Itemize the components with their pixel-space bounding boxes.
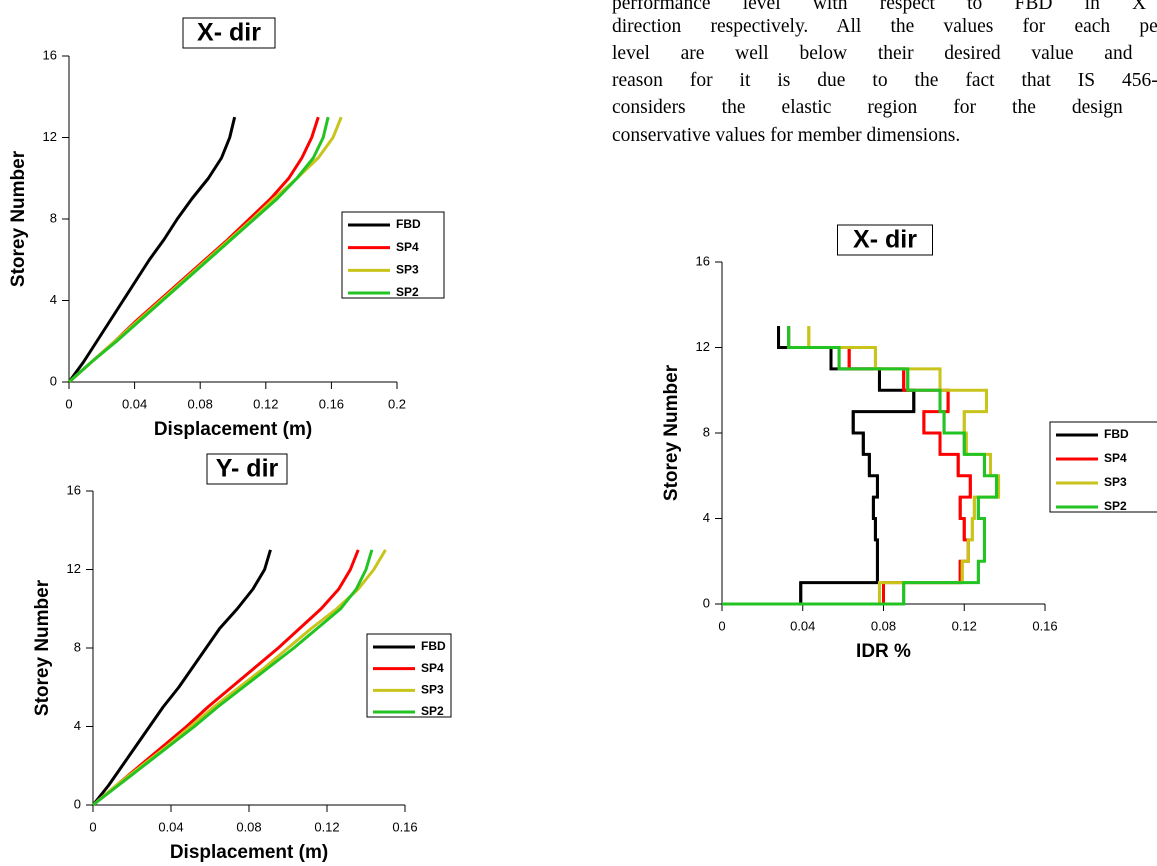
series-line [92, 549, 360, 807]
y-tick-label: 16 [43, 47, 57, 62]
chart-title: Y- dir [216, 455, 279, 483]
x-tick-label: 0.04 [122, 396, 147, 411]
y-tick-label: 16 [696, 253, 710, 268]
x-tick-label: 0 [718, 618, 725, 633]
chart-title: X- dir [197, 19, 261, 47]
series-line [92, 549, 374, 807]
x-axis-label: IDR % [856, 641, 911, 662]
title-frame [182, 17, 276, 49]
x-tick-label: 0.08 [188, 396, 213, 411]
legend-box [1049, 421, 1157, 513]
series-line [68, 116, 343, 384]
x-tick-label: 0.12 [952, 618, 977, 633]
series-line [67, 116, 237, 383]
legend-label: SP3 [396, 263, 419, 277]
y-tick-label: 8 [74, 639, 81, 654]
y-tick-label: 4 [50, 292, 57, 307]
y-tick-label: 12 [696, 339, 710, 354]
paragraph-line: conservative values for member dimension… [612, 125, 961, 146]
series-line [68, 116, 320, 384]
x-tick-label: 0.04 [790, 618, 815, 633]
y-tick-label: 8 [703, 424, 710, 439]
x-tick-label: 0.12 [253, 396, 278, 411]
y-tick-label: 12 [67, 561, 81, 576]
x-tick-label: 0.04 [158, 819, 183, 834]
step-connector [722, 326, 999, 606]
y-tick-label: 0 [703, 595, 710, 610]
legend-label: FBD [396, 217, 421, 231]
title-frame [837, 224, 933, 256]
y-tick-label: 0 [74, 796, 81, 811]
legend-label: SP2 [396, 285, 419, 299]
legend-label: SP3 [421, 683, 444, 697]
y-axis-label: Storey Number [32, 579, 53, 716]
title-frame [206, 453, 288, 485]
legend-label: FBD [421, 639, 446, 653]
y-tick-label: 12 [43, 129, 57, 144]
legend-label: SP4 [396, 240, 419, 254]
y-tick-label: 8 [50, 210, 57, 225]
x-tick-label: 0.08 [236, 819, 261, 834]
x-tick-label: 0.16 [319, 396, 344, 411]
legend-label: SP4 [1104, 451, 1127, 465]
legend-label: SP3 [1104, 475, 1127, 489]
y-axis-label: Storey Number [661, 364, 682, 501]
paragraph-line: performance level with respect to FBD in… [612, 0, 1157, 14]
x-tick-label: 0.16 [1032, 618, 1057, 633]
legend-label: FBD [1104, 427, 1129, 441]
paragraph-line: level are well below their desired value… [612, 43, 1157, 64]
x-tick-label: 0.16 [392, 819, 417, 834]
x-tick-label: 0.12 [314, 819, 339, 834]
legend-label: SP4 [421, 661, 444, 675]
paragraph-line: considers the elastic region for the des… [612, 97, 1157, 118]
series-line [68, 116, 330, 384]
legend-label: SP2 [421, 704, 444, 718]
paragraph-line: reason for it is due to the fact that IS… [612, 70, 1157, 91]
x-tick-label: 0.08 [871, 618, 896, 633]
x-axis-label: Displacement (m) [170, 842, 328, 863]
y-tick-label: 0 [50, 373, 57, 388]
legend-label: SP2 [1104, 499, 1127, 513]
x-axis-label: Displacement (m) [154, 419, 312, 440]
x-tick-label: 0 [89, 819, 96, 834]
x-tick-label: 0 [65, 396, 72, 411]
series-line [91, 549, 272, 806]
paragraph-line: direction respectively. All the values f… [612, 16, 1157, 37]
chart-title: X- dir [853, 226, 917, 254]
x-tick-label: 0.2 [388, 396, 406, 411]
y-tick-label: 4 [74, 718, 81, 733]
y-tick-label: 16 [67, 482, 81, 497]
y-axis-label: Storey Number [8, 150, 29, 287]
y-tick-label: 4 [703, 510, 710, 525]
